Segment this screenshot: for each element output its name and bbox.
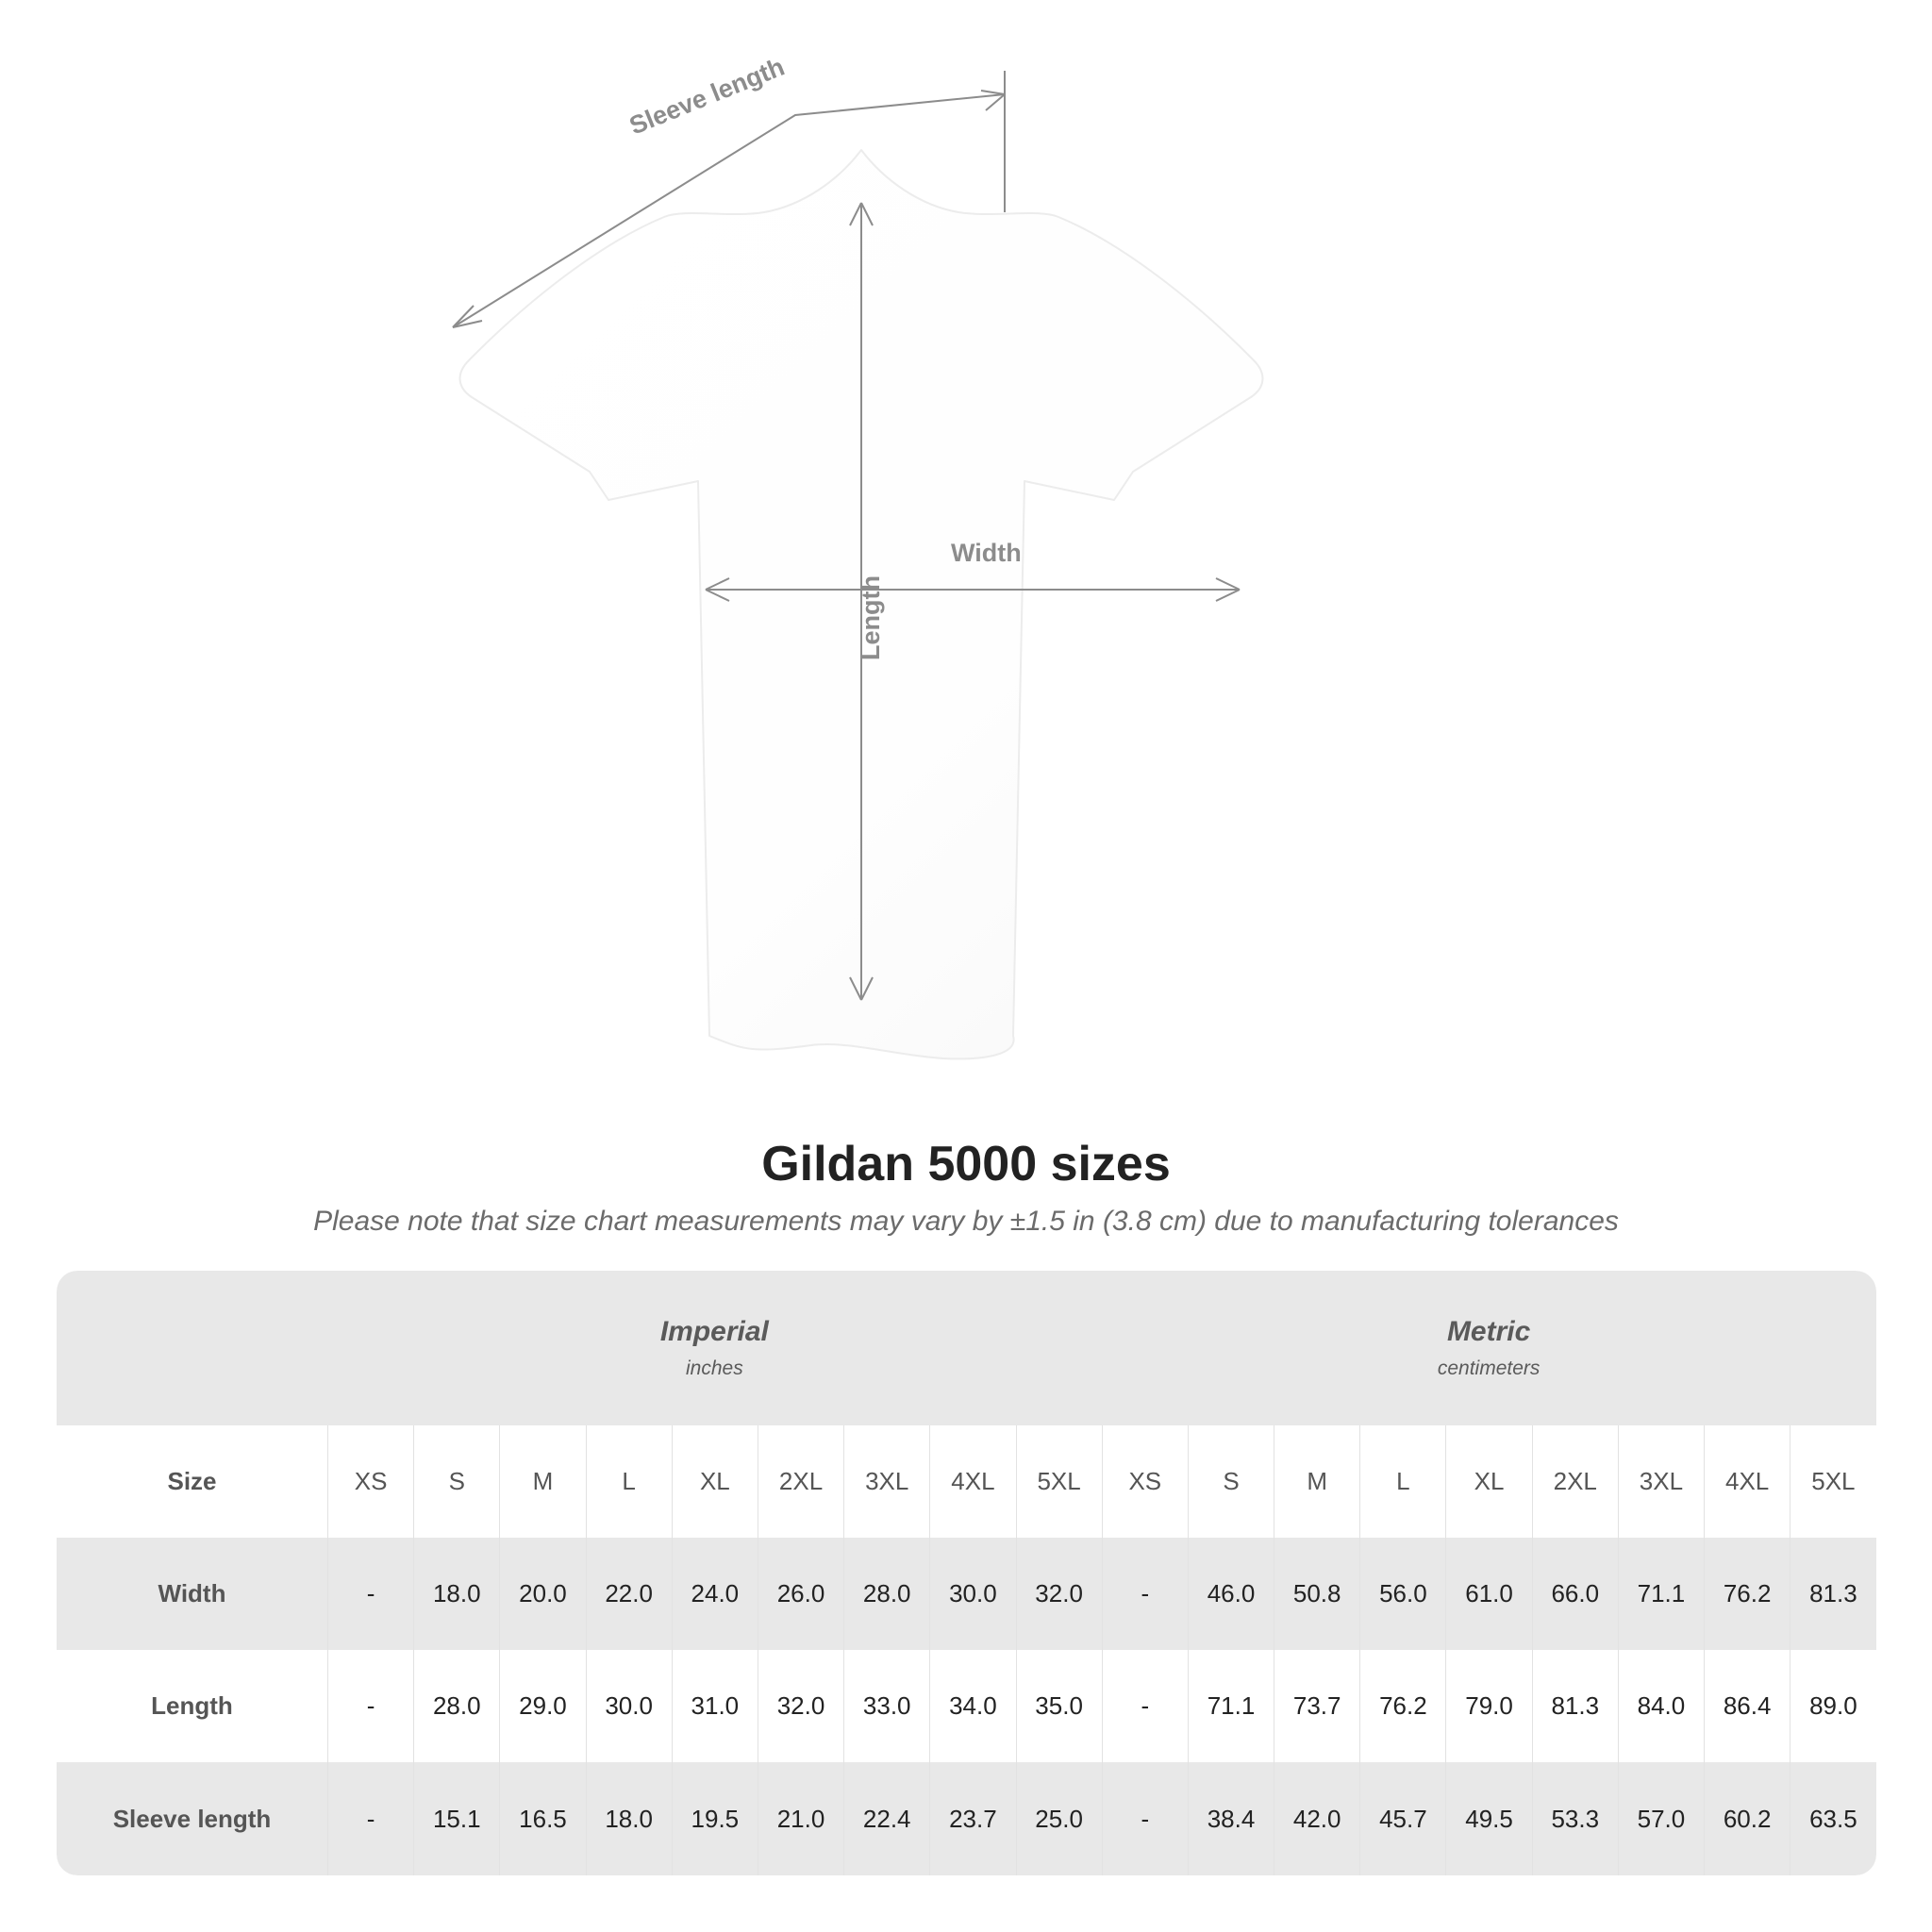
- svg-text:Sleeve length: Sleeve length: [625, 53, 789, 141]
- svg-text:Length: Length: [857, 575, 885, 660]
- svg-text:Width: Width: [951, 539, 1022, 567]
